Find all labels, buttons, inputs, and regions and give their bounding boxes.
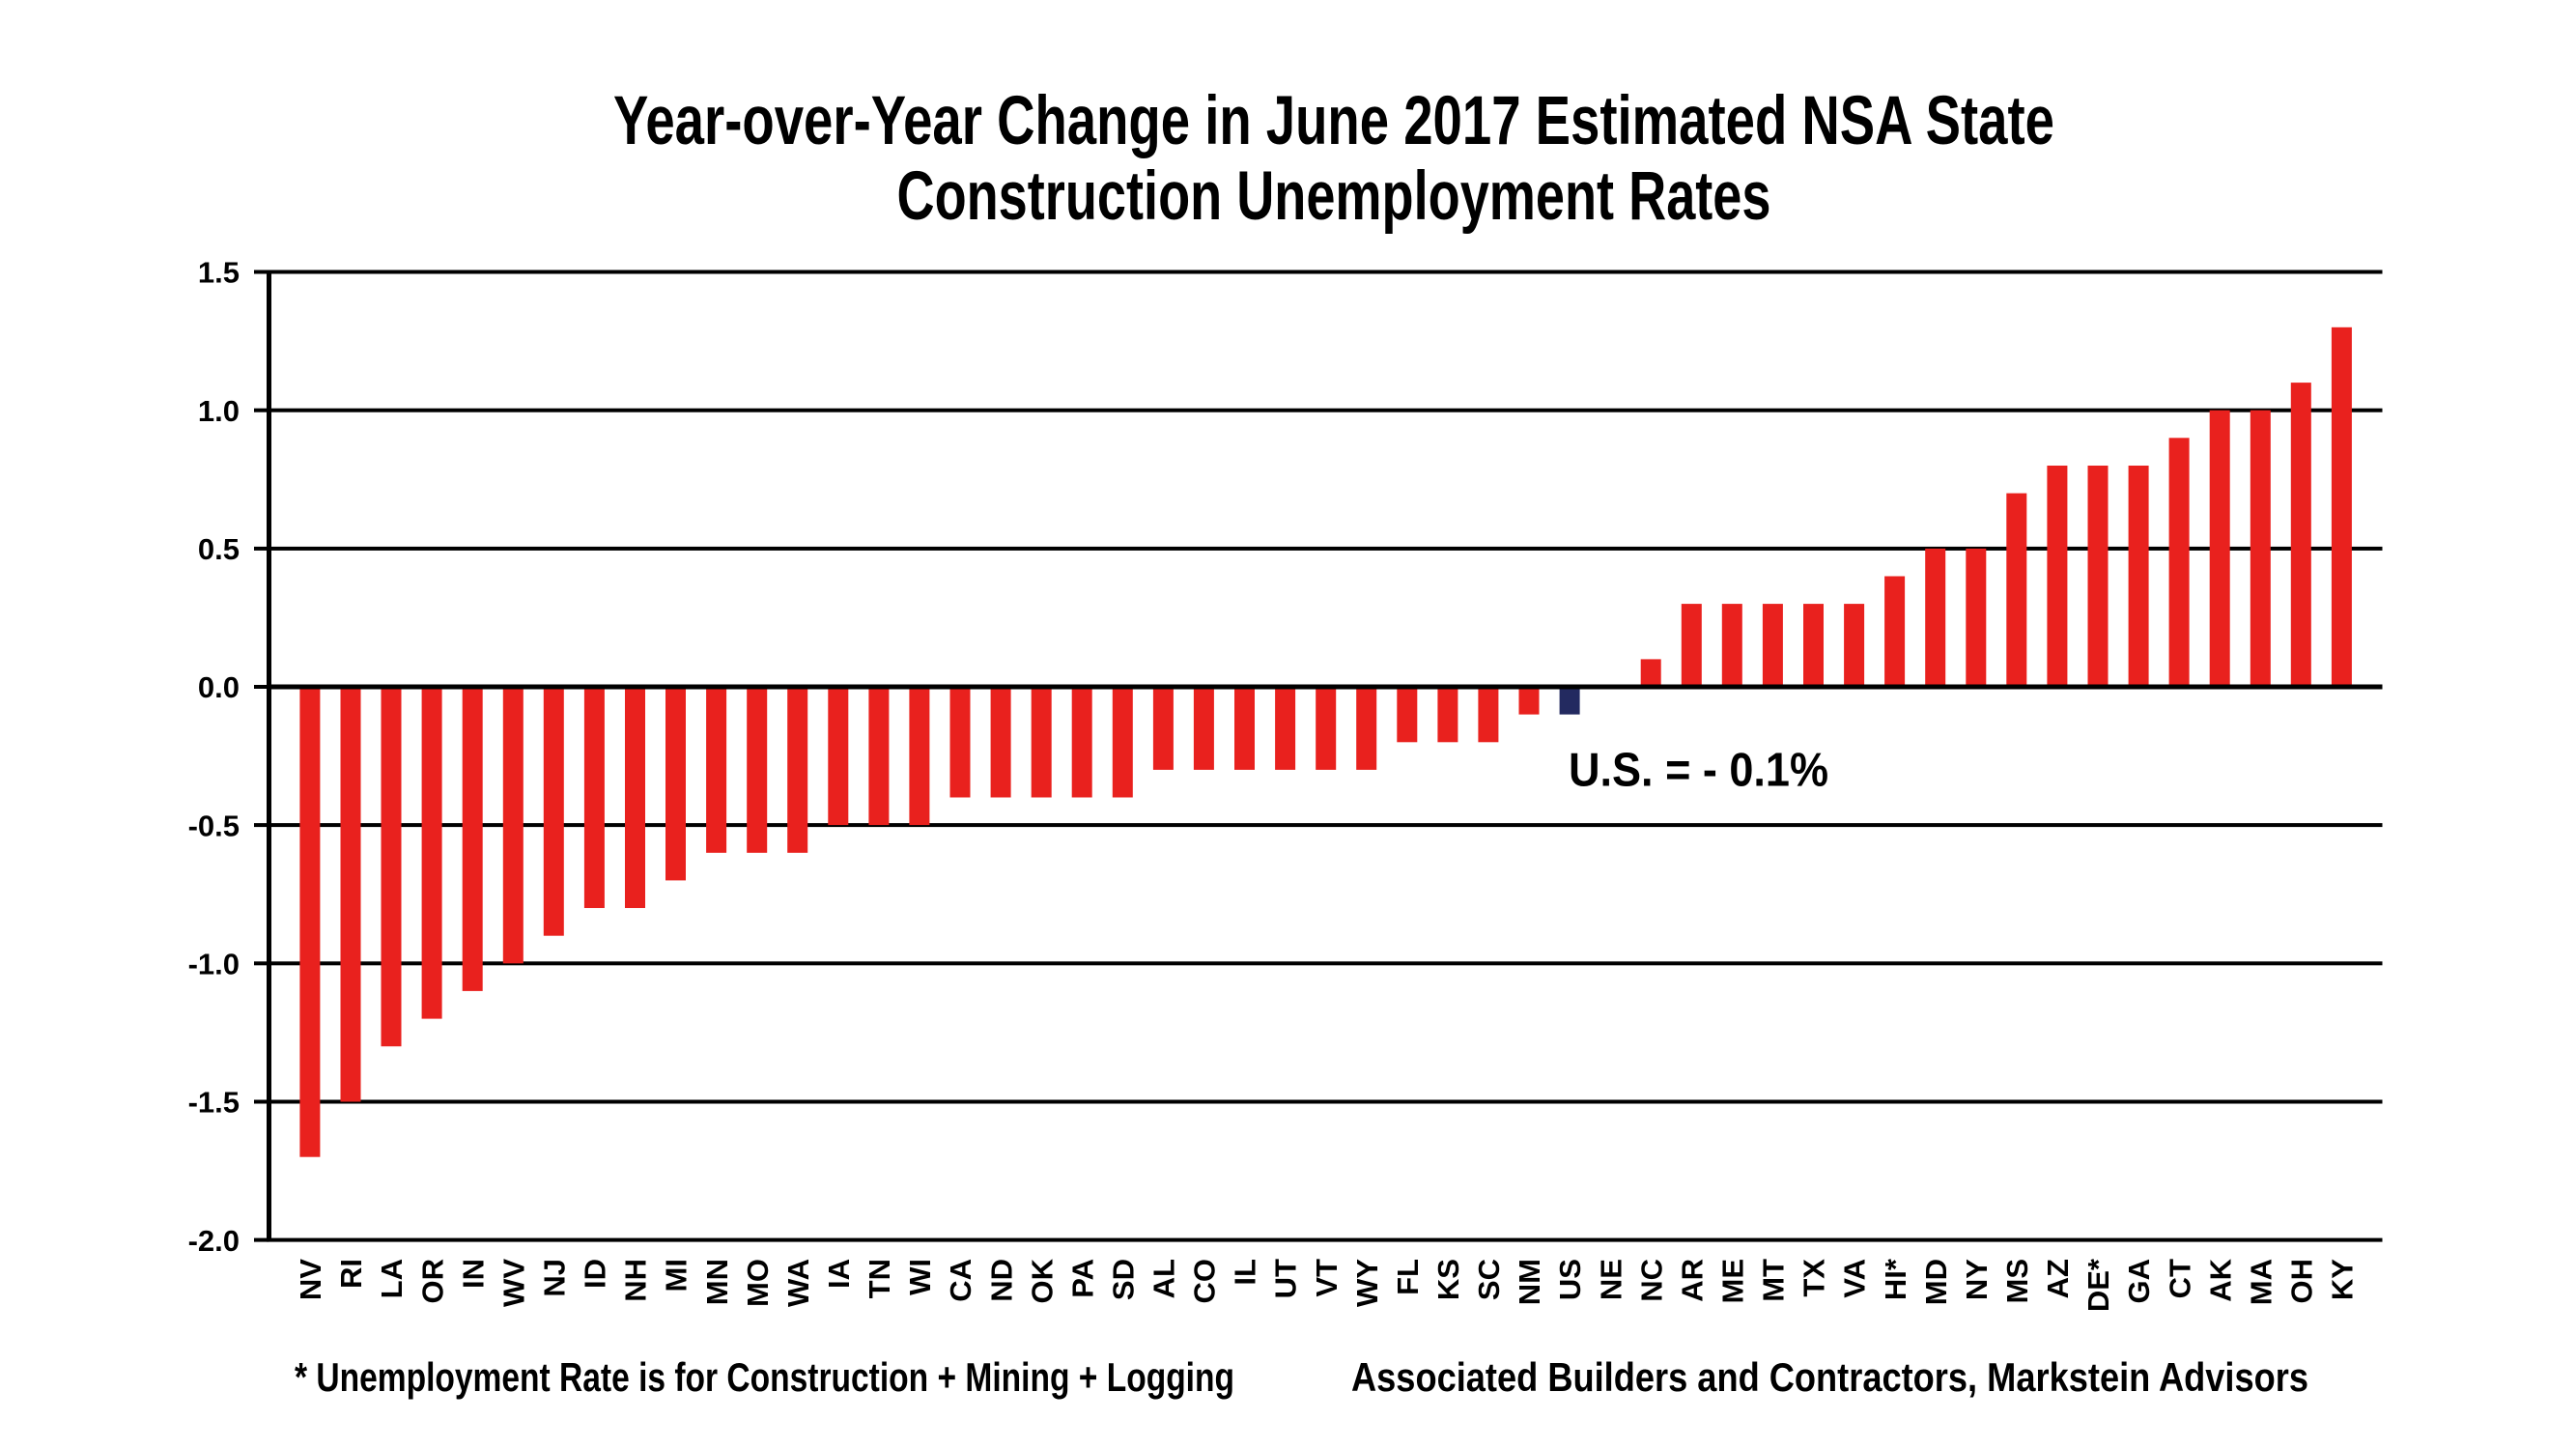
svg-text:IN: IN xyxy=(456,1259,490,1289)
svg-text:-0.5: -0.5 xyxy=(188,809,240,842)
svg-text:* Unemployment Rate is for Con: * Unemployment Rate is for Construction … xyxy=(295,1354,1234,1400)
svg-text:AR: AR xyxy=(1675,1259,1709,1302)
svg-text:FL: FL xyxy=(1391,1259,1425,1295)
svg-text:0.5: 0.5 xyxy=(198,532,240,566)
svg-text:-2.0: -2.0 xyxy=(188,1224,240,1258)
svg-text:U.S. = - 0.1%: U.S. = - 0.1% xyxy=(1569,745,1828,797)
svg-text:NE: NE xyxy=(1594,1259,1628,1300)
svg-text:AK: AK xyxy=(2203,1258,2237,1301)
svg-text:US: US xyxy=(1553,1259,1587,1300)
svg-text:-1.0: -1.0 xyxy=(188,948,240,981)
svg-text:NV: NV xyxy=(294,1259,327,1300)
svg-text:WI: WI xyxy=(903,1259,937,1295)
svg-text:DE*: DE* xyxy=(2081,1258,2115,1312)
svg-text:SC: SC xyxy=(1472,1259,1506,1300)
svg-text:NC: NC xyxy=(1634,1259,1668,1302)
svg-text:MI: MI xyxy=(660,1259,694,1292)
svg-text:NY: NY xyxy=(1960,1259,1994,1300)
svg-text:UT: UT xyxy=(1269,1259,1303,1298)
svg-text:Construction Unemployment Rate: Construction Unemployment Rates xyxy=(897,158,1771,235)
svg-text:WY: WY xyxy=(1350,1259,1384,1307)
svg-text:PA: PA xyxy=(1065,1259,1099,1298)
svg-text:OR: OR xyxy=(415,1259,449,1304)
svg-text:WA: WA xyxy=(781,1259,815,1307)
svg-text:KY: KY xyxy=(2326,1259,2360,1300)
svg-text:CA: CA xyxy=(944,1259,977,1302)
svg-text:WV: WV xyxy=(496,1259,530,1307)
svg-text:ID: ID xyxy=(579,1259,612,1289)
svg-text:0.0: 0.0 xyxy=(198,670,240,704)
svg-text:TN: TN xyxy=(863,1259,896,1298)
svg-text:NJ: NJ xyxy=(538,1259,572,1297)
svg-text:GA: GA xyxy=(2122,1259,2156,1304)
svg-text:CT: CT xyxy=(2163,1259,2196,1298)
svg-text:MA: MA xyxy=(2244,1259,2278,1305)
svg-text:VA: VA xyxy=(1838,1259,1872,1298)
svg-text:CO: CO xyxy=(1188,1259,1222,1304)
svg-text:MD: MD xyxy=(1919,1259,1953,1305)
svg-text:NM: NM xyxy=(1513,1259,1546,1305)
svg-text:MT: MT xyxy=(1757,1259,1791,1302)
svg-text:-1.5: -1.5 xyxy=(188,1086,240,1120)
svg-text:AZ: AZ xyxy=(2041,1259,2075,1298)
svg-text:MN: MN xyxy=(700,1259,734,1305)
svg-text:IA: IA xyxy=(822,1259,856,1289)
svg-text:RI: RI xyxy=(334,1259,368,1289)
svg-text:Year-over-Year Change in June: Year-over-Year Change in June 2017 Estim… xyxy=(613,83,2054,159)
svg-text:MO: MO xyxy=(741,1259,775,1307)
svg-text:1.5: 1.5 xyxy=(198,256,240,290)
svg-text:ME: ME xyxy=(1716,1259,1750,1304)
svg-text:IL: IL xyxy=(1229,1259,1262,1286)
svg-text:OK: OK xyxy=(1025,1258,1059,1303)
svg-text:TX: TX xyxy=(1798,1259,1831,1297)
svg-text:HI*: HI* xyxy=(1879,1258,1912,1300)
svg-text:LA: LA xyxy=(375,1259,409,1298)
svg-text:ND: ND xyxy=(984,1259,1018,1302)
svg-text:OH: OH xyxy=(2285,1259,2319,1304)
svg-text:SD: SD xyxy=(1107,1259,1141,1300)
svg-text:MS: MS xyxy=(2000,1259,2034,1304)
svg-text:VT: VT xyxy=(1310,1259,1344,1297)
svg-text:KS: KS xyxy=(1431,1259,1465,1300)
svg-text:Associated Builders and Contra: Associated Builders and Contractors, Mar… xyxy=(1351,1354,2308,1400)
svg-text:1.0: 1.0 xyxy=(198,394,240,428)
svg-text:AL: AL xyxy=(1147,1259,1181,1298)
svg-text:NH: NH xyxy=(619,1259,653,1302)
